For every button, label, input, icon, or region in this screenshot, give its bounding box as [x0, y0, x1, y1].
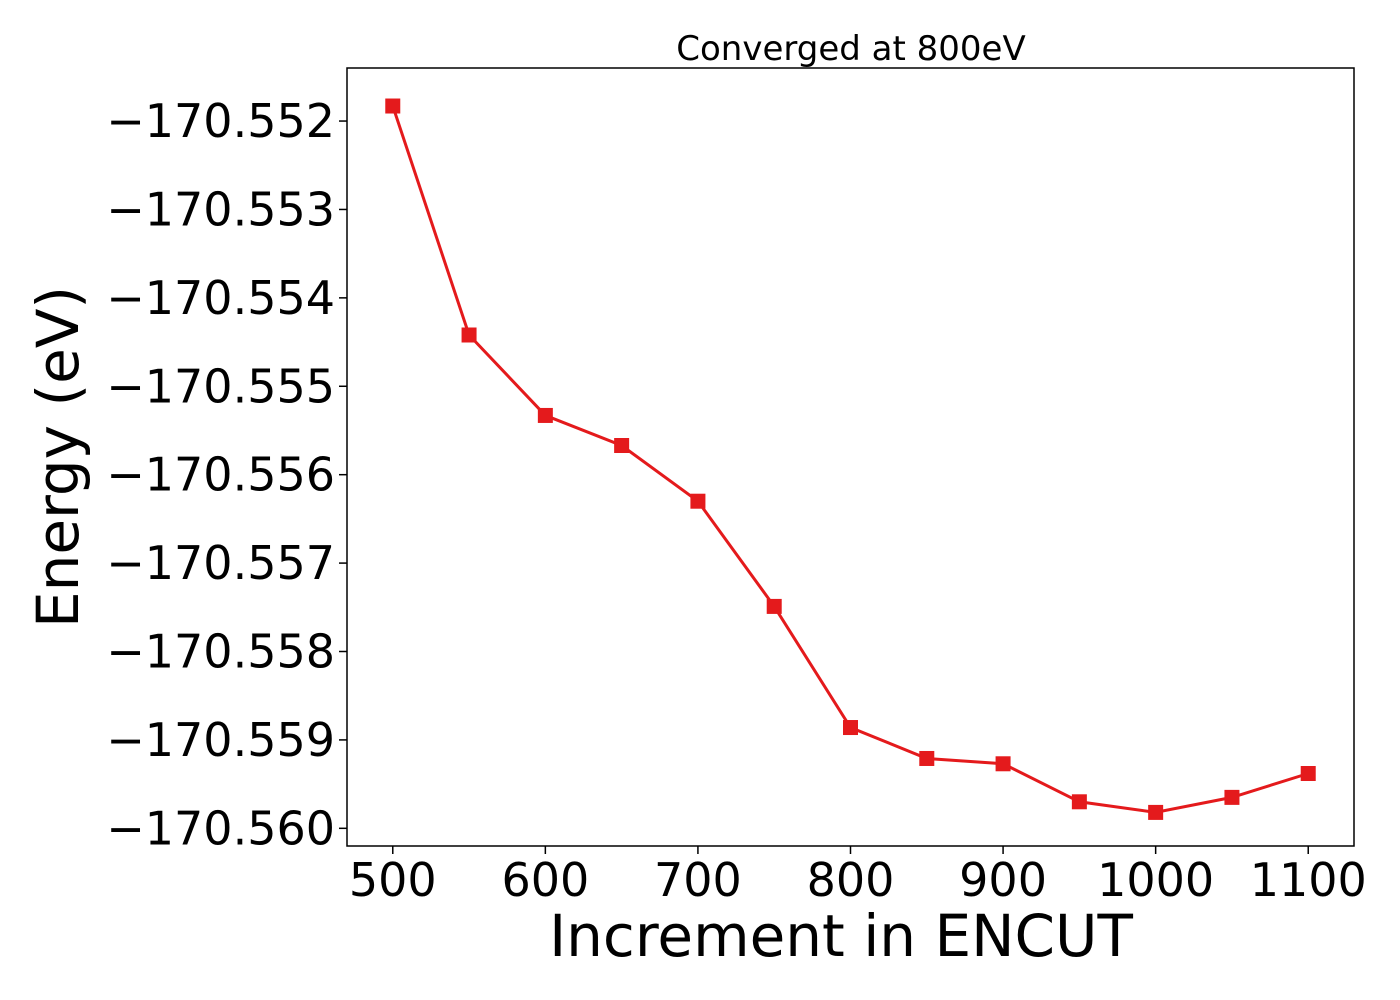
data-point-marker [690, 493, 706, 509]
data-point-marker [766, 598, 782, 614]
data-point-marker [919, 750, 935, 766]
x-tick-label: 500 [349, 853, 437, 907]
x-tick-label: 600 [501, 853, 589, 907]
series-layer [385, 98, 1316, 820]
data-point-marker [537, 407, 553, 423]
x-axis-label: Increment in ENCUT [549, 902, 1133, 970]
x-tick-label: 700 [654, 853, 742, 907]
x-tick-label: 800 [807, 853, 895, 907]
data-point-marker [385, 98, 401, 114]
y-tick-label: −170.554 [106, 271, 335, 325]
y-axis-ticks: −170.552 −170.553 −170.554 −170.555 −170.556… [106, 94, 347, 855]
series-line [391, 105, 1309, 814]
data-point-marker [1148, 804, 1164, 820]
data-point-marker [1071, 794, 1087, 810]
x-tick-label: 1100 [1250, 853, 1367, 907]
data-point-marker [461, 327, 477, 343]
x-axis-ticks: 500 600 700 800 900 1000 1100 [349, 846, 1367, 907]
y-tick-label: −170.560 [106, 801, 335, 855]
y-tick-label: −170.552 [106, 94, 335, 148]
chart-title: Converged at 800eV [676, 29, 1025, 69]
x-tick-label: 1000 [1097, 853, 1214, 907]
y-tick-label: −170.559 [106, 713, 335, 767]
data-point-marker [995, 756, 1011, 772]
y-tick-label: −170.555 [106, 359, 335, 413]
y-tick-label: −170.557 [106, 536, 335, 590]
data-point-marker [1224, 789, 1240, 805]
data-point-marker [843, 720, 858, 736]
data-point-marker [614, 438, 630, 454]
y-tick-label: −170.553 [106, 182, 335, 236]
data-point-marker [1300, 766, 1316, 782]
y-tick-label: −170.558 [106, 625, 335, 679]
y-axis-label: Energy (eV) [24, 286, 92, 628]
y-tick-label: −170.556 [106, 448, 335, 502]
x-tick-label: 900 [959, 853, 1047, 907]
